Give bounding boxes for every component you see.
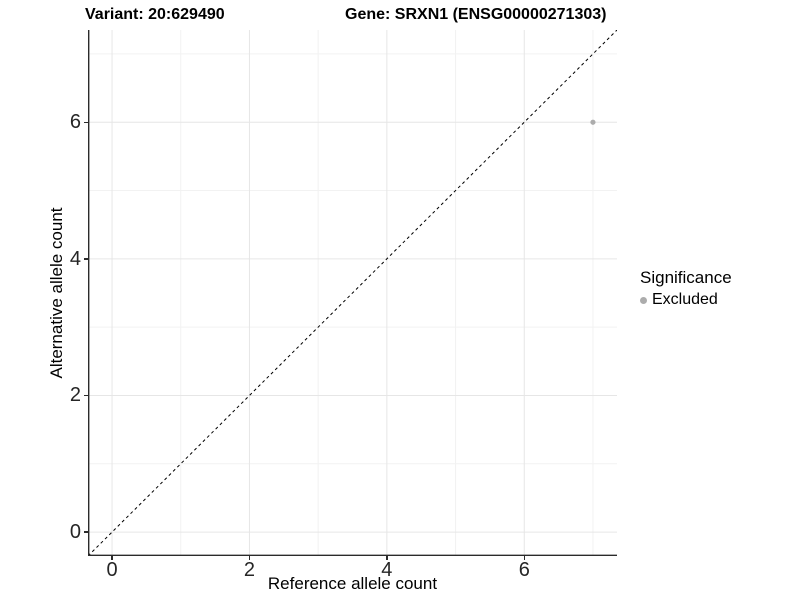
identity-reference-line (88, 30, 617, 556)
x-tick-mark (111, 556, 113, 560)
data-point (590, 119, 596, 125)
plot-canvas (88, 30, 617, 556)
y-tick-label: 4 (69, 247, 81, 270)
variant-title: Variant: 20:629490 (85, 6, 225, 23)
gene-title: Gene: SRXN1 (ENSG00000271303) (345, 6, 607, 23)
excluded-point-icon (640, 296, 647, 304)
legend-title: Significance (640, 268, 732, 287)
y-tick-mark (84, 258, 88, 260)
x-tick-label: 2 (243, 559, 255, 581)
x-tick-mark (386, 556, 388, 560)
y-axis-title: Alternative allele count (47, 207, 66, 379)
legend-item-label: Excluded (652, 291, 718, 308)
plot-panel (88, 30, 617, 556)
y-tick-label: 2 (69, 384, 81, 407)
legend: Significance Excluded (640, 268, 732, 309)
x-tick-mark (248, 556, 251, 560)
y-tick-label: 6 (69, 111, 81, 134)
x-tick-label: 0 (106, 559, 118, 581)
x-axis-title: Reference allele count (267, 574, 438, 593)
x-tick-mark (523, 556, 525, 560)
y-tick-mark (84, 121, 88, 123)
y-tick-mark (84, 394, 88, 397)
x-tick-label: 6 (518, 559, 530, 581)
y-tick-label: 0 (69, 521, 81, 544)
legend-item-excluded: Excluded (640, 291, 732, 309)
x-tick-label: 4 (381, 559, 393, 581)
y-tick-mark (84, 531, 88, 533)
